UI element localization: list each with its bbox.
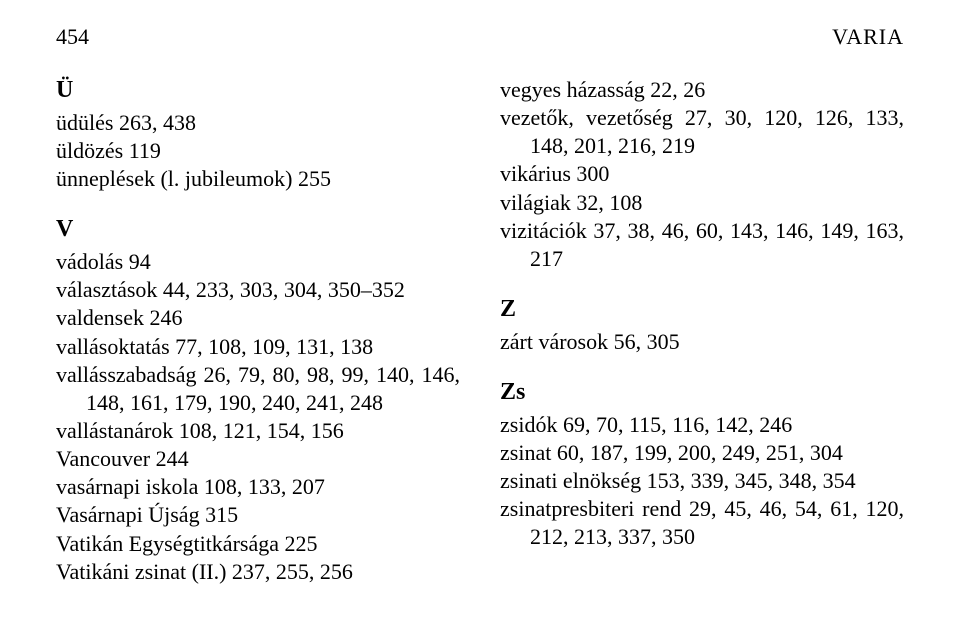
index-entry: üldözés 119	[56, 137, 460, 165]
page-number: 454	[56, 24, 89, 50]
section-heading-zs: Zs	[500, 378, 904, 407]
index-entry: Vatikán Egységtitkársága 225	[56, 530, 460, 558]
index-entry: vádolás 94	[56, 248, 460, 276]
index-entry: választások 44, 233, 303, 304, 350–352	[56, 276, 460, 304]
index-entry: világiak 32, 108	[500, 189, 904, 217]
index-entry: Vancouver 244	[56, 445, 460, 473]
index-entry: vallástanárok 108, 121, 154, 156	[56, 417, 460, 445]
index-entry: ünneplések (l. jubileumok) 255	[56, 165, 460, 193]
index-entry: valdensek 246	[56, 304, 460, 332]
section-heading-u: Ü	[56, 76, 460, 105]
index-entry: vegyes házasság 22, 26	[500, 76, 904, 104]
page-header: 454 VARIA	[56, 24, 904, 50]
index-entry: zsinatpresbiteri rend 29, 45, 46, 54, 61…	[500, 495, 904, 551]
index-entry: zsinat 60, 187, 199, 200, 249, 251, 304	[500, 439, 904, 467]
index-entry: vezetők, vezetőség 27, 30, 120, 126, 133…	[500, 104, 904, 160]
index-entry: vallásoktatás 77, 108, 109, 131, 138	[56, 333, 460, 361]
index-entry: vizitációk 37, 38, 46, 60, 143, 146, 149…	[500, 217, 904, 273]
index-columns: Ü üdülés 263, 438 üldözés 119 ünneplések…	[56, 76, 904, 586]
index-entry: vallásszabadság 26, 79, 80, 98, 99, 140,…	[56, 361, 460, 417]
index-entry: üdülés 263, 438	[56, 109, 460, 137]
index-entry: vasárnapi iskola 108, 133, 207	[56, 473, 460, 501]
index-entry: zárt városok 56, 305	[500, 328, 904, 356]
section-heading-v: V	[56, 215, 460, 244]
index-entry: vikárius 300	[500, 160, 904, 188]
header-section-label: VARIA	[832, 24, 904, 50]
index-entry: zsinati elnökség 153, 339, 345, 348, 354	[500, 467, 904, 495]
index-entry: Vatikáni zsinat (II.) 237, 255, 256	[56, 558, 460, 586]
page: 454 VARIA Ü üdülés 263, 438 üldözés 119 …	[0, 0, 960, 622]
index-entry: Vasárnapi Újság 315	[56, 501, 460, 529]
left-column: Ü üdülés 263, 438 üldözés 119 ünneplések…	[56, 76, 460, 586]
index-entry: zsidók 69, 70, 115, 116, 142, 246	[500, 411, 904, 439]
section-heading-z: Z	[500, 295, 904, 324]
right-column: vegyes házasság 22, 26 vezetők, vezetősé…	[500, 76, 904, 586]
